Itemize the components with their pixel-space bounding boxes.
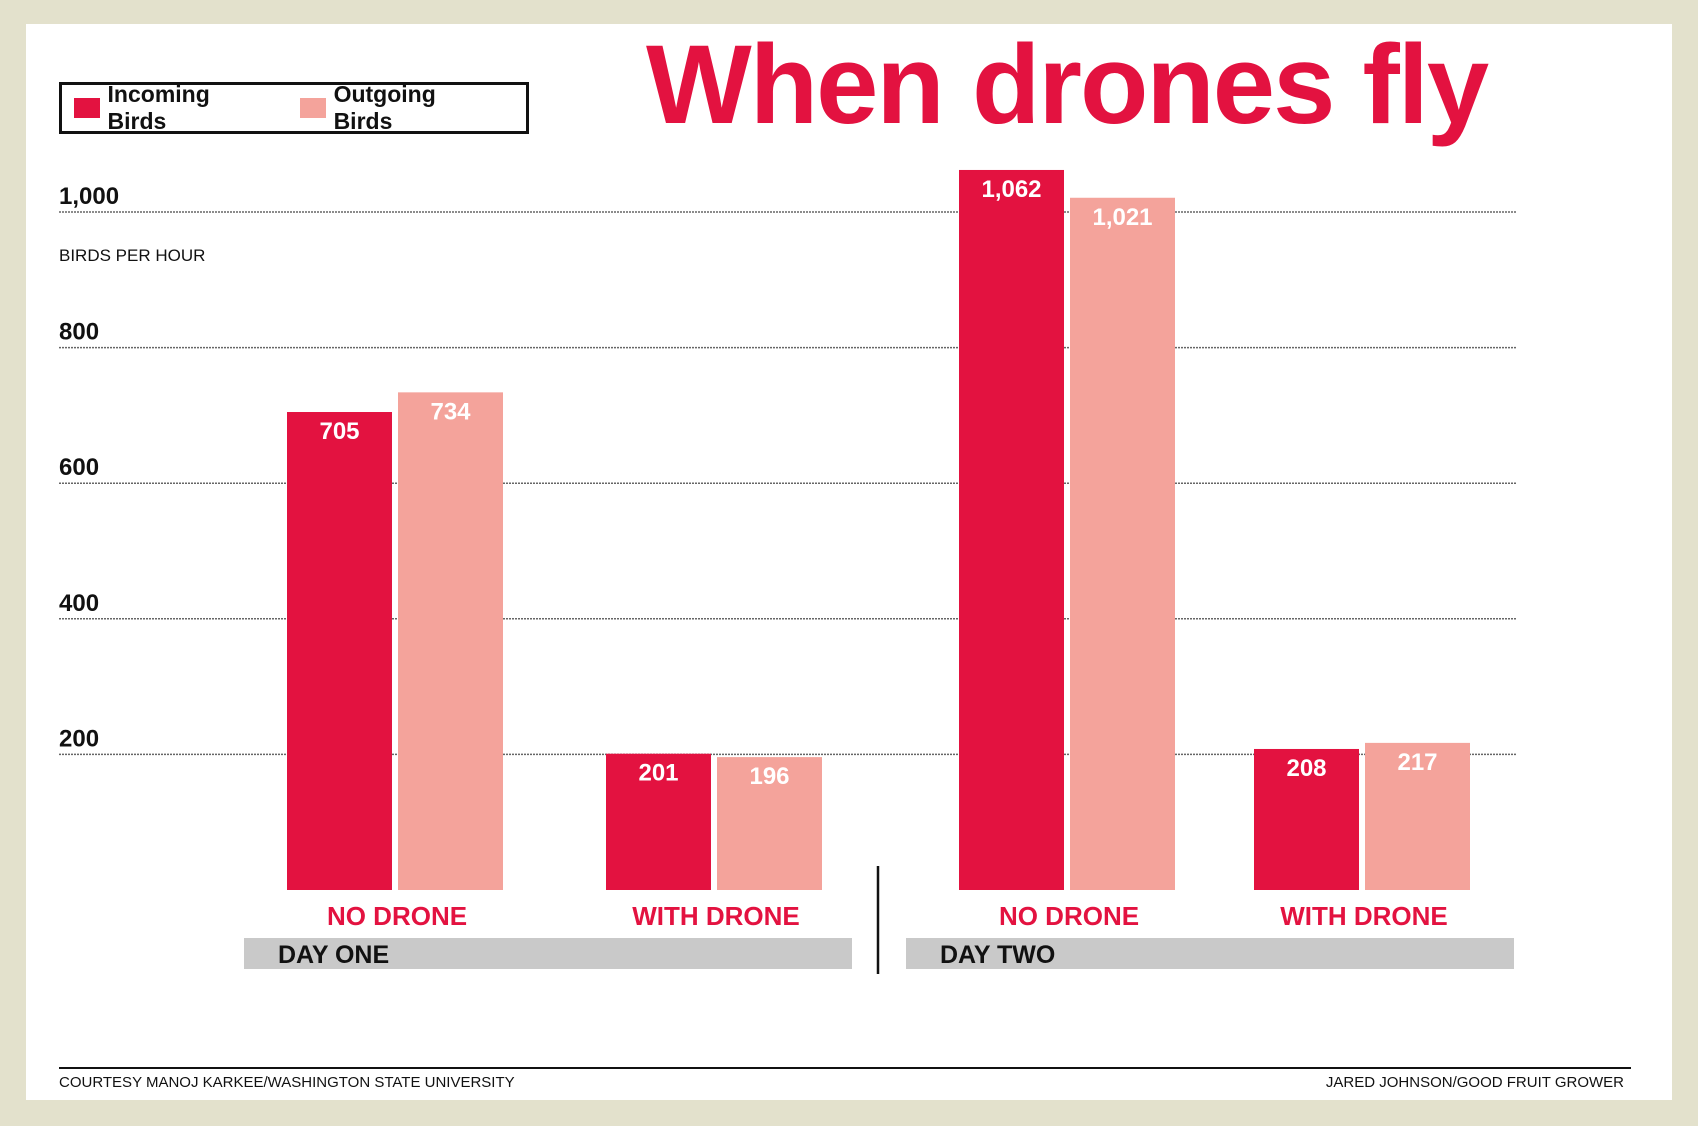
group-label: DAY ONE xyxy=(278,941,389,969)
legend-item-incoming: Incoming Birds xyxy=(74,81,272,135)
data-label: 201 xyxy=(638,760,678,787)
category-label: NO DRONE xyxy=(999,901,1139,931)
bar xyxy=(287,412,392,890)
data-label: 208 xyxy=(1286,755,1326,782)
credit-left: COURTESY MANOJ KARKEE/WASHINGTON STATE U… xyxy=(59,1074,515,1091)
bar xyxy=(1070,197,1175,891)
y-tick-label: 200 xyxy=(59,725,99,752)
data-label: 196 xyxy=(749,763,789,790)
group-band xyxy=(906,938,1514,969)
legend: Incoming Birds Outgoing Birds xyxy=(59,81,529,135)
footer-rule xyxy=(59,1067,1631,1069)
y-tick-label: 1,000 xyxy=(59,183,119,210)
bar xyxy=(1254,748,1359,890)
y-tick-label: 800 xyxy=(59,319,99,346)
group-band xyxy=(244,938,852,969)
credit-right: JARED JOHNSON/GOOD FRUIT GROWER xyxy=(1325,1074,1624,1091)
bar xyxy=(959,169,1064,891)
legend-swatch-incoming xyxy=(74,98,100,118)
chart-title: When drones fly xyxy=(646,24,1489,147)
data-label: 1,021 xyxy=(1092,204,1152,231)
bar xyxy=(606,753,711,890)
bar xyxy=(398,392,503,890)
category-label: WITH DRONE xyxy=(1280,901,1448,931)
legend-swatch-outgoing xyxy=(300,98,326,118)
y-tick-label: 400 xyxy=(59,590,99,617)
legend-item-outgoing: Outgoing Birds xyxy=(300,81,498,135)
y-axis-label: BIRDS PER HOUR xyxy=(59,246,206,265)
category-label: WITH DRONE xyxy=(632,901,800,931)
y-tick-label: 600 xyxy=(59,454,99,481)
data-label: 217 xyxy=(1397,749,1437,776)
data-label: 734 xyxy=(430,398,471,425)
chart-panel: 200 400 600 800 1,000 705 201 1,062 208 734 196 1,0… xyxy=(26,24,1672,1100)
bar-chart: 200 400 600 800 1,000 705 201 1,062 208 734 196 1,0… xyxy=(59,169,1516,974)
data-label: 705 xyxy=(319,418,359,445)
data-label: 1,062 xyxy=(981,176,1041,203)
bar xyxy=(1365,742,1470,890)
category-label: NO DRONE xyxy=(327,901,467,931)
legend-label-incoming: Incoming Birds xyxy=(107,81,210,134)
legend-label-outgoing: Outgoing Birds xyxy=(333,81,436,134)
bar xyxy=(717,757,822,890)
group-label: DAY TWO xyxy=(940,941,1055,969)
